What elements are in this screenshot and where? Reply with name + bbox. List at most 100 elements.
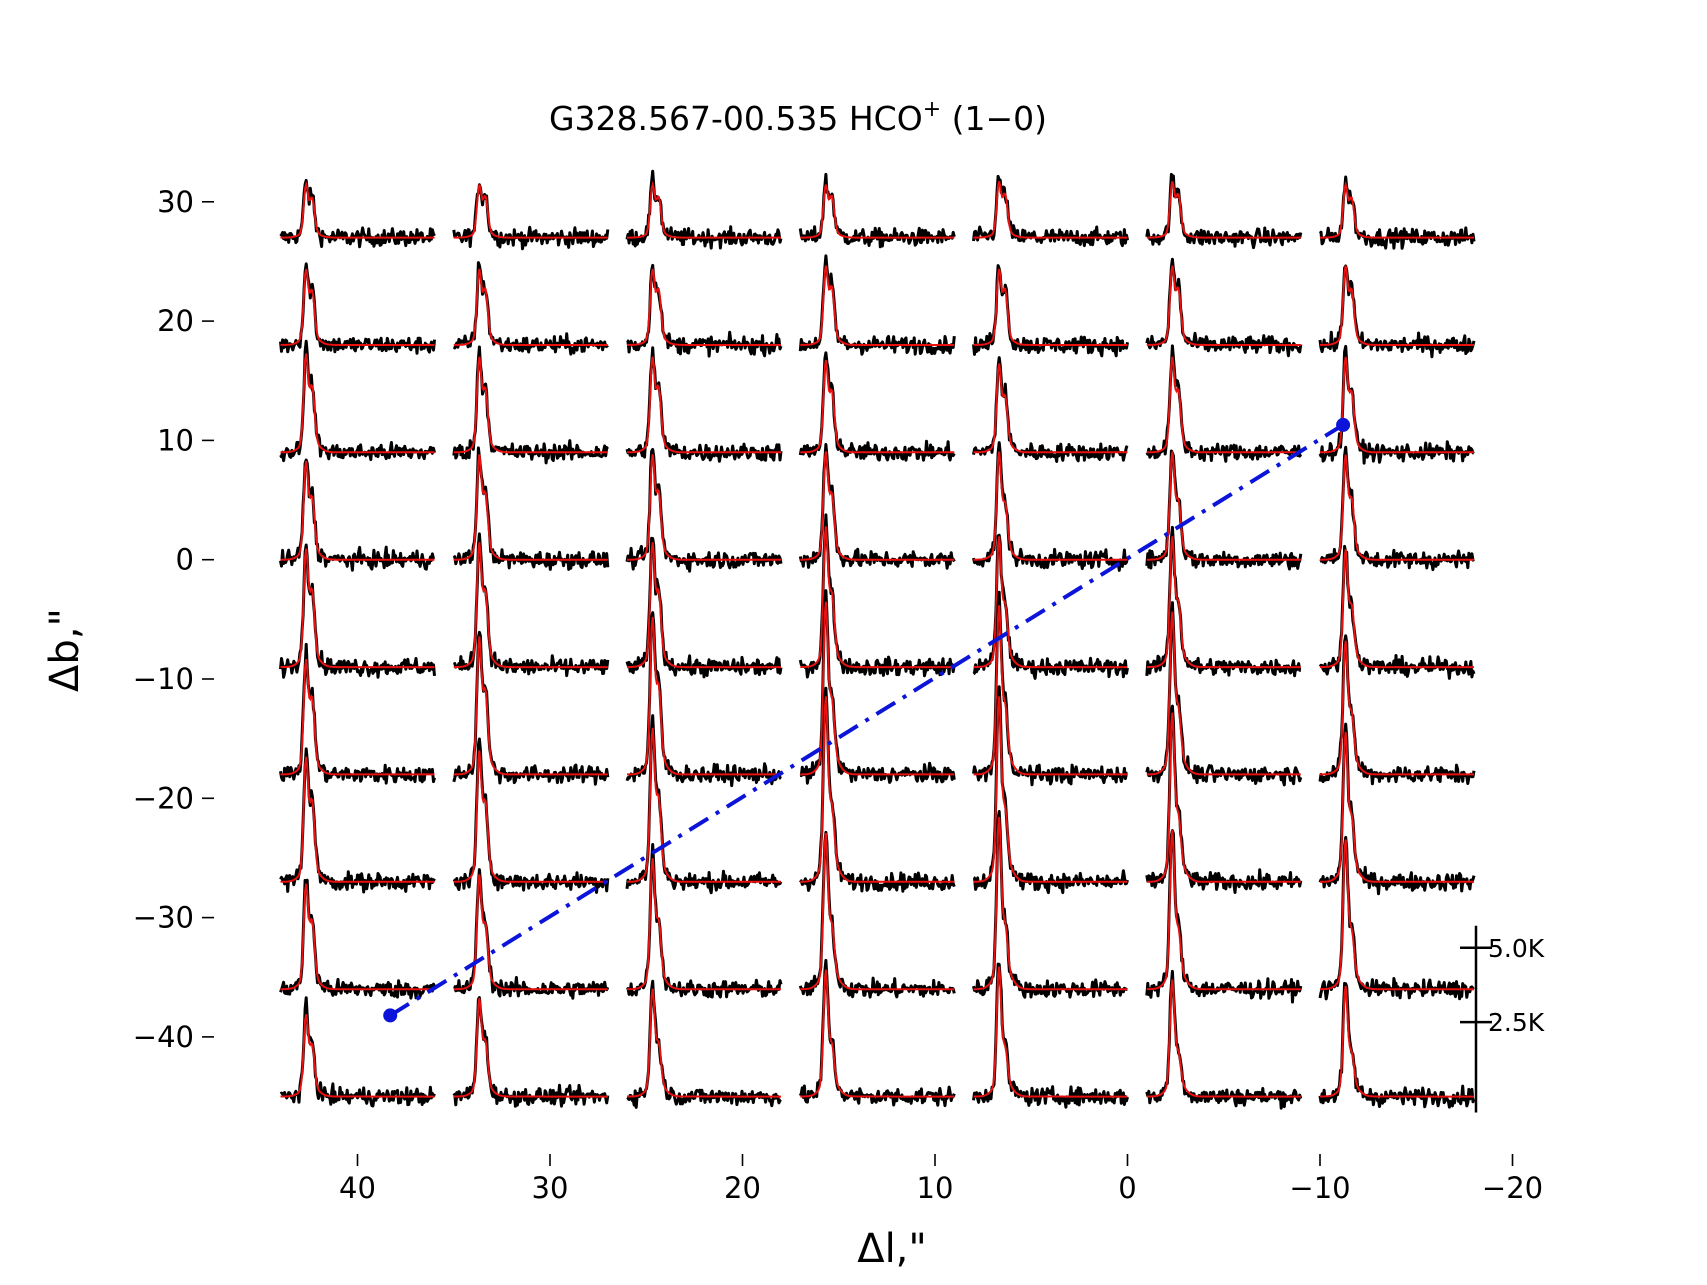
spectrum-panel <box>452 737 610 894</box>
spectrum-panel <box>625 714 783 895</box>
observed-spectrum <box>279 996 436 1108</box>
model-spectrum <box>1320 985 1474 1098</box>
model-spectrum <box>627 454 781 561</box>
observed-spectrum <box>279 642 436 785</box>
y-tick-label: −10 <box>133 662 194 696</box>
cut-line-start-marker <box>383 1008 398 1023</box>
observed-spectrum <box>799 589 956 785</box>
observed-spectrum <box>1145 257 1303 358</box>
observed-spectrum <box>972 590 1128 787</box>
spectrum-panel <box>279 878 436 1000</box>
x-tick-label: 0 <box>1118 1171 1136 1205</box>
spectrum-panel <box>1318 544 1476 680</box>
spectrum-panel <box>972 264 1129 358</box>
spectrum-panel <box>972 962 1129 1109</box>
model-spectrum <box>800 696 955 883</box>
spectrum-panel <box>626 263 783 358</box>
model-spectrum <box>1320 731 1474 883</box>
model-spectrum <box>453 874 608 991</box>
spectrum-panel <box>798 351 956 462</box>
model-spectrum <box>1146 611 1301 776</box>
model-spectrum <box>973 536 1128 669</box>
model-spectrum <box>280 756 435 883</box>
spectrum-panel <box>1319 445 1475 572</box>
chart-title-tail: (1−0) <box>941 99 1047 138</box>
spectrum-panel <box>798 958 956 1108</box>
observed-spectrum <box>798 172 956 249</box>
spectrum-panel <box>972 356 1129 463</box>
model-spectrum <box>453 268 608 346</box>
spectrum-panel <box>625 447 783 573</box>
x-tick-label: 20 <box>724 1171 761 1205</box>
model-spectrum <box>453 998 608 1098</box>
model-spectrum <box>800 265 955 346</box>
x-tick-label: 30 <box>532 1171 569 1205</box>
y-axis: 30 20 10 0 −10 −20 −30 −40 <box>133 185 214 1054</box>
model-spectrum <box>1146 181 1301 239</box>
model-spectrum <box>453 542 608 669</box>
observed-spectrum <box>452 996 610 1108</box>
model-spectrum <box>1320 549 1474 669</box>
y-tick-label: −40 <box>133 1020 194 1054</box>
spectrum-panel <box>452 996 610 1108</box>
observed-spectrum <box>972 441 1129 572</box>
spectra-layer <box>279 169 1476 1110</box>
model-spectrum <box>280 1014 435 1098</box>
model-spectrum <box>280 180 435 239</box>
model-spectrum <box>627 988 781 1098</box>
model-spectrum <box>1146 451 1301 561</box>
observed-spectrum <box>625 447 783 573</box>
spectrum-panel <box>625 346 783 463</box>
spectrum-panel <box>798 513 956 679</box>
spectrum-panel <box>1318 835 1475 1001</box>
model-spectrum <box>1146 536 1301 669</box>
spectrum-panel <box>279 996 436 1108</box>
y-axis-label: Δb," <box>42 608 88 692</box>
spectrum-panel <box>452 261 609 356</box>
model-spectrum <box>1146 712 1301 883</box>
spectrum-panel <box>1145 704 1303 894</box>
model-spectrum <box>973 451 1128 561</box>
chart-title-main: G328.567-00.535 HCO <box>549 99 923 138</box>
observed-spectrum <box>1318 344 1475 465</box>
model-spectrum <box>280 883 435 991</box>
observed-spectrum <box>452 261 609 356</box>
model-spectrum <box>1320 180 1474 239</box>
spectrum-panel <box>1145 525 1302 678</box>
spectrum-panel <box>1318 175 1476 250</box>
observed-spectrum <box>1145 704 1303 894</box>
y-tick-label: −20 <box>133 781 194 815</box>
model-spectrum <box>1146 265 1301 346</box>
scale-bar-label: 2.5K <box>1488 1008 1545 1037</box>
observed-spectrum <box>452 532 610 678</box>
model-spectrum <box>453 454 608 561</box>
spectrum-panel <box>279 339 436 463</box>
y-tick-label: 10 <box>157 423 194 457</box>
model-spectrum <box>800 969 955 1098</box>
observed-spectrum <box>626 263 783 358</box>
model-spectrum <box>1320 839 1474 991</box>
observed-spectrum <box>625 346 783 463</box>
spectrum-panel <box>1145 172 1303 250</box>
spectrum-panel <box>1318 981 1476 1109</box>
spectrum-panel <box>1318 344 1475 465</box>
cut-line <box>389 423 1345 1018</box>
model-spectrum <box>627 356 781 454</box>
model-spectrum <box>626 268 781 346</box>
spectrum-panel <box>798 172 956 249</box>
model-spectrum <box>627 616 781 776</box>
spectrum-panel <box>1145 344 1303 463</box>
x-tick-label: −20 <box>1482 1171 1543 1205</box>
observed-spectrum <box>1145 601 1303 787</box>
observed-spectrum <box>625 611 782 788</box>
observed-spectrum <box>972 264 1129 358</box>
spectrum-panel <box>279 178 436 249</box>
spectrum-panel <box>625 536 783 679</box>
x-axis: 40 30 20 10 0 −10 −20 <box>339 1154 1543 1205</box>
model-spectrum <box>280 658 435 776</box>
observed-spectrum <box>1319 445 1475 572</box>
model-spectrum <box>453 184 608 239</box>
spectrum-panel <box>1318 722 1476 896</box>
spectrum-panel <box>972 810 1128 999</box>
